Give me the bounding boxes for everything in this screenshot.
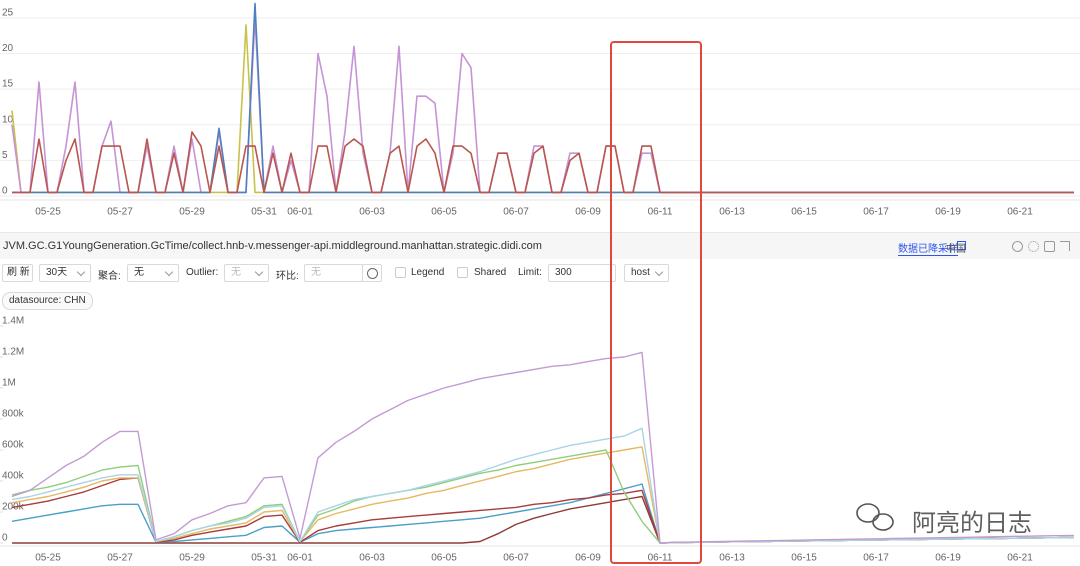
x-tick-label: 06-07 [503, 207, 529, 218]
x-tick-label: 06-17 [863, 553, 889, 564]
y-tick-label: 1.2M [2, 347, 24, 358]
settings-icon[interactable] [1028, 241, 1039, 252]
y-tick-label: 20 [2, 43, 14, 54]
group-select[interactable]: host [624, 264, 669, 282]
y-tick-label: 5 [2, 150, 8, 161]
x-tick-label: 06-11 [648, 553, 673, 564]
x-tick-label: 05-31 [251, 553, 277, 564]
metric-panel: JVM.GC.G1YoungGeneration.GcTime/collect.… [0, 228, 1080, 314]
x-tick-label: 06-05 [431, 553, 457, 564]
x-tick-label: 05-25 [35, 207, 61, 218]
refresh-button[interactable]: 刷 新 [2, 264, 33, 282]
x-tick-label: 06-03 [359, 553, 385, 564]
region-select[interactable]: 中国 [946, 244, 966, 255]
x-tick-label: 06-19 [935, 207, 961, 218]
y-tick-label: 15 [2, 79, 14, 90]
y-tick-label: 400k [2, 471, 25, 482]
x-tick-label: 06-07 [503, 553, 529, 564]
x-tick-label: 05-31 [251, 207, 277, 218]
external-icon [957, 241, 966, 250]
expand-icon[interactable] [1060, 241, 1070, 251]
legend-label: Legend [411, 267, 445, 278]
x-tick-label: 05-27 [107, 553, 133, 564]
range-select[interactable]: 30天 [39, 264, 91, 282]
series-line [12, 131, 1074, 194]
ratio-add-button[interactable] [362, 264, 382, 282]
x-tick-label: 06-01 [287, 207, 313, 218]
y-tick-label: 10 [2, 114, 14, 125]
y-tick-label: 800k [2, 409, 25, 420]
metric-title: JVM.GC.G1YoungGeneration.GcTime/collect.… [3, 240, 542, 252]
ratio-input[interactable]: 无 [304, 264, 363, 282]
watermark: 阿亮的日志 [912, 510, 1032, 537]
share-icon[interactable] [1044, 241, 1055, 252]
outlier-label: Outlier: [186, 267, 219, 278]
y-tick-label: 25 [2, 7, 14, 18]
x-tick-label: 05-29 [179, 207, 205, 218]
x-tick-label: 06-01 [287, 553, 313, 564]
outlier-select[interactable]: 无 [224, 264, 269, 282]
limit-input[interactable]: 300 [548, 264, 616, 282]
x-tick-label: 06-21 [1007, 553, 1033, 564]
y-tick-label: 1.4M [2, 316, 24, 327]
x-tick-label: 06-15 [791, 207, 817, 218]
x-tick-label: 06-03 [359, 207, 385, 218]
info-icon[interactable] [1012, 241, 1023, 252]
y-tick-label: 600k [2, 440, 25, 451]
limit-label: Limit: [518, 267, 542, 278]
shared-label: Shared [474, 267, 507, 278]
aggregate-select[interactable]: 无 [127, 264, 179, 282]
panel-header: JVM.GC.G1YoungGeneration.GcTime/collect.… [0, 232, 1080, 259]
filter-tag[interactable]: datasource: CHN [2, 292, 93, 310]
legend-checkbox[interactable] [395, 267, 406, 278]
series-line [11, 427, 1075, 544]
x-tick-label: 06-09 [575, 207, 601, 218]
shared-checkbox[interactable] [457, 267, 468, 278]
y-tick-label: 0 [2, 533, 8, 544]
y-tick-label: 0 [2, 186, 8, 197]
x-tick-label: 06-19 [935, 553, 961, 564]
ratio-label: 环比: [276, 271, 299, 282]
series-line [11, 351, 1075, 544]
x-tick-label: 06-13 [719, 207, 745, 218]
downsampled-link[interactable]: 数据已降采样 [898, 240, 958, 256]
x-tick-label: 06-17 [863, 207, 889, 218]
x-tick-label: 06-21 [1007, 207, 1033, 218]
aggregate-label: 聚合: [98, 271, 121, 282]
x-tick-label: 05-27 [107, 207, 133, 218]
x-tick-label: 06-05 [431, 207, 457, 218]
x-tick-label: 06-13 [719, 553, 745, 564]
x-tick-label: 06-15 [791, 553, 817, 564]
x-tick-label: 05-25 [35, 553, 61, 564]
x-tick-label: 06-09 [575, 553, 601, 564]
y-tick-label: 1M [2, 378, 16, 389]
x-tick-label: 05-29 [179, 553, 205, 564]
x-tick-label: 06-11 [648, 207, 673, 218]
